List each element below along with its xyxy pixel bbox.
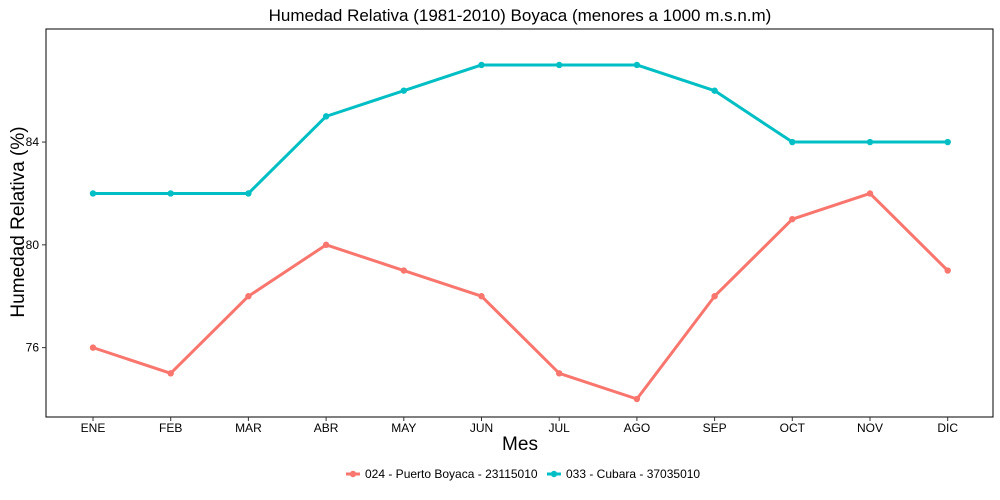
- y-tick-label: 80: [26, 238, 40, 252]
- y-tick-label: 84: [26, 135, 40, 149]
- series-line: [92, 191, 949, 401]
- series-point: [89, 344, 97, 351]
- series-point: [944, 138, 951, 146]
- x-tick-label: SEP: [703, 421, 727, 435]
- y-axis-title: Humedad Relativa (%): [8, 126, 29, 317]
- series-point: [711, 87, 718, 94]
- series-point: [400, 87, 407, 94]
- series-point: [633, 395, 641, 403]
- series-point: [478, 61, 485, 69]
- x-tick-label: ENE: [81, 421, 106, 435]
- x-tick-label: JUL: [549, 421, 571, 435]
- series-point: [866, 138, 874, 146]
- series-point: [556, 370, 563, 377]
- series-point: [789, 215, 796, 223]
- legend-label: 033 - Cubara - 37035010: [566, 467, 700, 481]
- series-point: [789, 138, 796, 146]
- series-point: [89, 190, 97, 197]
- series-layer: [89, 61, 951, 403]
- series-point: [633, 61, 641, 69]
- x-tick-label: ABR: [314, 421, 339, 435]
- series-point: [478, 293, 485, 300]
- x-tick-label: NOV: [857, 421, 883, 435]
- legend-key-point: [550, 470, 558, 478]
- x-tick-label: MAR: [235, 421, 262, 435]
- y-tick-label: 76: [26, 341, 40, 355]
- series-point: [167, 370, 174, 377]
- x-tick-label: AGO: [624, 421, 651, 435]
- series-point: [866, 190, 874, 197]
- legend: 024 - Puerto Boyaca - 23115010 033 - Cuba…: [346, 467, 700, 481]
- series-point: [322, 113, 330, 120]
- x-tick-label: JUN: [470, 421, 493, 435]
- series-point: [400, 267, 407, 274]
- x-tick-label: DIC: [937, 421, 958, 435]
- x-tick-label: OCT: [780, 421, 806, 435]
- series-point: [322, 241, 330, 249]
- y-axis-ticks: 76 80 84: [26, 135, 46, 355]
- series-point: [245, 293, 252, 300]
- series-point: [167, 190, 174, 197]
- x-tick-label: MAY: [391, 421, 416, 435]
- series-point: [245, 190, 252, 197]
- x-axis-ticks: ENE FEB MAR ABR MAY JUN JUL AGO SEP OCT NOV DIC: [81, 417, 958, 435]
- chart-title: Humedad Relativa (1981-2010) Boyaca (men…: [269, 6, 772, 25]
- x-tick-label: FEB: [159, 421, 182, 435]
- series-point: [556, 61, 563, 69]
- series-line: [93, 63, 948, 195]
- legend-label: 024 - Puerto Boyaca - 23115010: [365, 467, 538, 481]
- series-point: [944, 267, 951, 274]
- x-axis-title: Mes: [502, 434, 538, 455]
- series-point: [711, 293, 718, 300]
- plot-panel: [45, 28, 994, 418]
- legend-key-point: [349, 470, 357, 478]
